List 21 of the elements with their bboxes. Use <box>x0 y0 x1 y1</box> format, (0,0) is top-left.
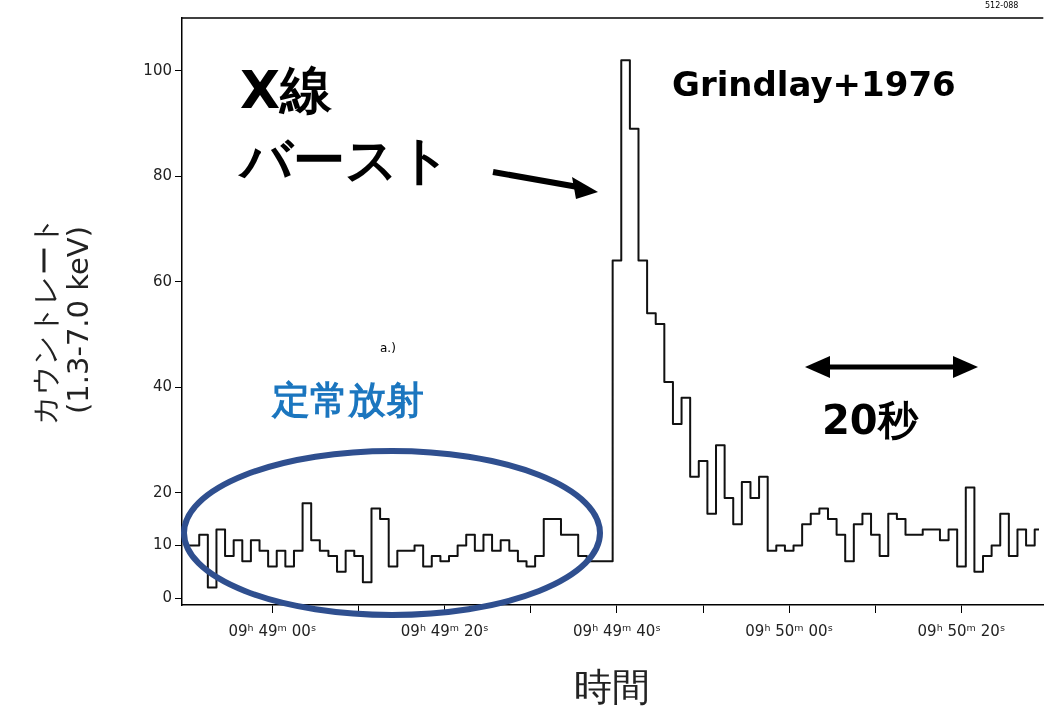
y-tick-label: 80 <box>152 166 172 185</box>
x-tick-label: 09ʰ 49ᵐ 40ˢ <box>573 621 661 640</box>
y-tick-label: 60 <box>152 271 172 290</box>
y-tick-label: 10 <box>152 535 172 554</box>
annotation: バースト <box>240 130 451 190</box>
annotation: Grindlay+1976 <box>672 64 956 104</box>
x-tick-label: 09ʰ 50ᵐ 20ˢ <box>917 621 1006 640</box>
annotation: a.) <box>380 341 396 356</box>
y-tick-label: 40 <box>152 377 172 396</box>
x-tick-label: 09ʰ 49ᵐ 20ˢ <box>400 621 489 640</box>
x-tick-label: 09ʰ 49ᵐ 00ˢ <box>228 621 317 640</box>
annotation: 定常放射 <box>272 378 424 422</box>
x-tick-label: 09ʰ 50ᵐ 00ˢ <box>745 621 834 640</box>
annotation: 20秒 <box>822 397 918 443</box>
x-axis-title: 時間 <box>574 664 650 710</box>
y-tick-label: 0 <box>162 588 172 607</box>
y-tick-label: 20 <box>152 482 172 501</box>
text: 512-088 <box>985 1 1019 11</box>
annotation: X線 <box>240 60 333 120</box>
y-tick-label: 100 <box>143 60 172 79</box>
y-axis-title: カウントレート (1.3-7.0 keV) <box>27 215 96 425</box>
